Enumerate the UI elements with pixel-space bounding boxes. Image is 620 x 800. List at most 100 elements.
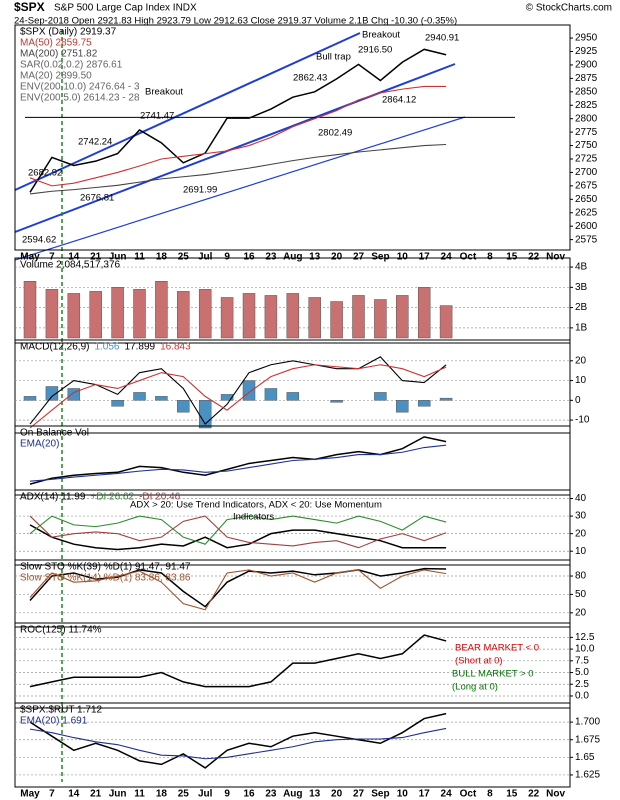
y-tick-label: 1.625 — [575, 770, 600, 781]
series-line — [29, 444, 447, 482]
series-line — [29, 356, 447, 425]
legend-entry: Slow STO %K(39) %D(1) 91.47, 91.47 — [20, 562, 191, 573]
x-tick-label: 11 — [134, 789, 145, 800]
legend-entry: MA(50) 2859.75 — [20, 38, 92, 49]
x-tick-label: 16 — [243, 789, 255, 800]
x-tick-label: 9 — [224, 252, 230, 263]
annotation: Breakout — [362, 30, 400, 41]
panel-title: On Balance Vol — [20, 428, 89, 439]
y-tick-label: 2775 — [575, 127, 598, 138]
panel-frame — [14, 702, 571, 788]
x-tick-label: 20 — [331, 252, 343, 263]
symbol: $SPX — [14, 0, 45, 14]
x-tick-label: 27 — [353, 252, 365, 263]
annotation: ADX > 20: Use Trend Indicators, ADX < 20… — [130, 500, 382, 511]
volume-bar — [111, 287, 124, 339]
histogram-bar — [417, 400, 431, 407]
y-tick-label: 2725 — [575, 154, 598, 165]
x-tick-label: 9 — [224, 789, 230, 800]
series-line — [29, 143, 447, 195]
volume-bar — [220, 297, 234, 339]
y-tick-label: 40 — [575, 493, 587, 504]
series-line — [29, 85, 447, 187]
y-tick-label: 2B — [575, 302, 588, 313]
x-tick-label: May — [20, 789, 40, 800]
x-tick-label: 7 — [49, 789, 55, 800]
x-tick-label: Nov — [546, 252, 565, 263]
y-tick-label: 2.5 — [575, 679, 589, 690]
panel-title: MACD(12,26,9) — [20, 342, 89, 353]
x-tick-label: 14 — [68, 252, 80, 263]
volume-bar — [352, 295, 365, 339]
volume-bar — [177, 291, 190, 339]
x-tick-label: 27 — [353, 789, 365, 800]
annotation: 2862.43 — [293, 73, 327, 84]
legend-entry: EMA(20) 1.691 — [20, 716, 88, 727]
x-tick-label: 23 — [265, 252, 277, 263]
annotation: Breakout — [145, 87, 183, 98]
y-tick-label: 30 — [575, 511, 587, 522]
legend-entry: 16.843 — [160, 342, 191, 353]
y-tick-label: 20 — [575, 528, 587, 539]
volume-bar — [439, 305, 453, 339]
legend-entry: MA(20) 2899.50 — [20, 71, 92, 82]
annotation: 2802.49 — [318, 128, 352, 139]
legend-entry: $SPX (Daily) 2919.37 — [20, 27, 117, 38]
x-tick-label: 11 — [134, 252, 145, 263]
legend-entry: +DI 26.62 — [90, 492, 134, 503]
annotation: 2691.99 — [183, 185, 217, 196]
volume-bar — [155, 280, 168, 339]
legend-entry: -DI 20.46 — [139, 492, 181, 503]
y-tick-label: 2600 — [575, 221, 598, 232]
y-tick-label: 1.65 — [575, 752, 595, 763]
annotation: (Long at 0) — [452, 682, 498, 693]
x-tick-label: Sep — [371, 789, 389, 800]
histogram-bar — [242, 380, 256, 401]
y-tick-label: 2800 — [575, 113, 598, 124]
panel-title: Volume 2,084,517,376 — [20, 260, 121, 271]
volume-bar — [242, 293, 256, 339]
annotation: 2864.12 — [382, 95, 416, 106]
x-tick-label: Aug — [283, 252, 302, 263]
annotation: Bull trap — [316, 52, 351, 63]
histogram-bar — [111, 400, 124, 407]
histogram-bar — [396, 400, 409, 413]
y-tick-label: -10 — [575, 415, 590, 426]
panel-frame — [14, 559, 571, 628]
x-tick-label: Jun — [109, 789, 127, 800]
series-line — [29, 634, 447, 688]
annotation: BULL MARKET > 0 — [452, 669, 534, 680]
legend-entry: ROC(125) 11.74% — [20, 625, 102, 636]
histogram-bar — [133, 392, 146, 401]
x-tick-label: Sep — [371, 252, 389, 263]
volume-bar — [308, 297, 321, 339]
y-tick-label: 2700 — [575, 167, 598, 178]
series-line — [29, 436, 447, 485]
x-tick-label: 14 — [68, 789, 80, 800]
y-tick-label: 20 — [575, 607, 587, 618]
series-line — [29, 727, 447, 760]
x-tick-label: 17 — [419, 252, 431, 263]
annotation: 2940.91 — [425, 33, 459, 44]
x-tick-label: 20 — [331, 789, 343, 800]
y-tick-label: 2825 — [575, 100, 598, 111]
x-tick-label: 10 — [397, 789, 409, 800]
trend-line — [14, 63, 456, 233]
y-tick-label: 10 — [575, 546, 587, 557]
series-line — [29, 364, 447, 429]
y-tick-label: 5.0 — [575, 667, 589, 678]
annotation: Indicators — [233, 512, 274, 523]
x-tick-label: 22 — [528, 252, 540, 263]
y-tick-label: 2675 — [575, 181, 598, 192]
volume-bar — [198, 289, 212, 339]
x-tick-label: 25 — [178, 252, 190, 263]
annotation: 2676.81 — [80, 193, 114, 204]
trend-line — [14, 116, 466, 261]
x-tick-label: Nov — [546, 789, 565, 800]
legend-entry: ENV(200,10.0) 2476.64 - 3 — [20, 82, 140, 93]
y-tick-label: 0 — [575, 395, 581, 406]
source: © StockCharts.com — [526, 3, 612, 14]
volume-bar — [417, 287, 431, 339]
y-tick-label: 10.0 — [575, 644, 595, 655]
